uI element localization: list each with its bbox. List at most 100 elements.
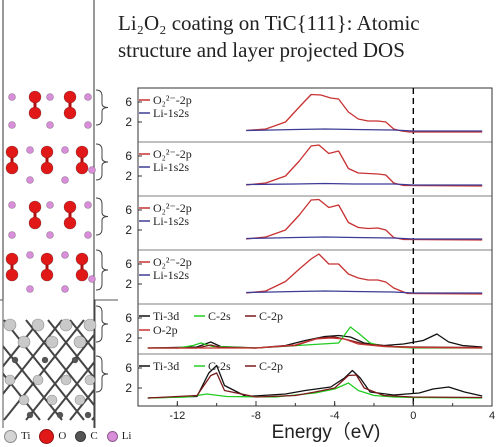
dos-curve-o2-2-2p xyxy=(246,144,483,187)
titanium-atom xyxy=(73,335,87,349)
lithium-atom xyxy=(46,201,54,209)
oxygen-atom xyxy=(75,268,89,282)
title-line-1: Li₂O₂ coating on TiC{111}: Atomic xyxy=(118,11,420,35)
dos-curve-li-1s2s xyxy=(246,128,483,132)
carbon-atom xyxy=(56,411,64,419)
lithium-atom xyxy=(26,285,34,293)
layer-brace xyxy=(95,197,109,236)
layer-brace xyxy=(95,143,109,181)
series-label: C-2s xyxy=(208,359,231,373)
oxygen-atom xyxy=(5,161,19,175)
carbon-atom xyxy=(41,356,49,364)
lithium-atom xyxy=(8,231,16,239)
y-tick-label: 6 xyxy=(125,311,132,325)
titanium-atom xyxy=(59,318,73,332)
y-tick-label: 6 xyxy=(125,95,132,109)
title-line-2: structure and layer projected DOS xyxy=(118,38,405,62)
dos-curve-o2-2-2p xyxy=(246,93,483,133)
lithium-atom xyxy=(8,201,16,209)
ti-atom-icon xyxy=(4,429,17,443)
legend-label: O xyxy=(58,430,67,442)
lithium-atom xyxy=(8,93,16,101)
x-axis-label: Energy（eV) xyxy=(271,422,381,443)
lithium-atom xyxy=(46,231,54,239)
lithium-atom xyxy=(26,146,34,154)
legend-item-li: Li xyxy=(106,430,132,442)
o-atom-icon xyxy=(39,428,55,444)
dos-curve-ti-3d xyxy=(147,364,483,399)
series-label: Li-1s2s xyxy=(153,160,189,174)
lithium-atom xyxy=(26,251,34,259)
atomic-structure xyxy=(0,0,118,428)
series-label: Li-1s2s xyxy=(153,268,189,282)
titanium-atom xyxy=(46,394,58,406)
series-label: O₂²⁻-2p xyxy=(153,147,192,161)
y-tick-label: 2 xyxy=(125,223,132,237)
series-label: C-2s xyxy=(208,309,231,323)
titanium-atom xyxy=(84,374,96,386)
lithium-atom xyxy=(84,201,92,209)
carbon-atom xyxy=(11,356,19,364)
oxygen-atom xyxy=(75,252,89,266)
layer-brace xyxy=(95,305,109,343)
y-tick-label: 6 xyxy=(125,257,132,271)
titanium-atom xyxy=(4,374,16,386)
y-tick-label: 2 xyxy=(125,381,132,395)
dos-curve-li-1s2s xyxy=(246,236,483,240)
oxygen-atom xyxy=(28,200,42,214)
legend-label: C xyxy=(90,430,98,442)
x-tick-label: -8 xyxy=(251,410,261,422)
titanium-atom xyxy=(17,335,31,349)
lithium-atom xyxy=(84,121,92,129)
oxygen-atom xyxy=(40,145,54,159)
legend-item-c: C xyxy=(75,430,98,442)
oxygen-atom xyxy=(75,145,89,159)
dos-curve-c-2s xyxy=(147,382,483,399)
dos-curve-o2-2-2p xyxy=(246,198,483,241)
titanium-atom xyxy=(45,335,59,349)
oxygen-atom xyxy=(63,200,77,214)
legend-item-o: O xyxy=(39,428,67,444)
lithium-atom xyxy=(88,275,96,283)
legend-label: Li xyxy=(121,430,132,442)
y-tick-label: 2 xyxy=(125,115,132,129)
layer-brace xyxy=(95,355,109,393)
figure-title: Li₂O₂ coating on TiC{111}: Atomic struct… xyxy=(118,10,496,64)
lithium-atom xyxy=(46,121,54,129)
lithium-atom xyxy=(61,176,69,184)
oxygen-atom xyxy=(63,216,77,230)
c-atom-icon xyxy=(75,430,87,442)
lithium-atom xyxy=(84,93,92,101)
dos-curve-li-1s2s xyxy=(246,182,483,186)
titanium-atom xyxy=(31,318,45,332)
series-label: C-2p xyxy=(259,359,283,373)
oxygen-atom xyxy=(63,90,77,104)
y-tick-label: 6 xyxy=(125,203,132,217)
lithium-atom xyxy=(88,166,96,174)
series-label: Ti-3d xyxy=(153,309,179,323)
lithium-atom xyxy=(26,176,34,184)
titanium-atom xyxy=(60,374,72,386)
oxygen-atom xyxy=(40,161,54,175)
lithium-atom xyxy=(61,285,69,293)
y-tick-label: 6 xyxy=(125,361,132,375)
titanium-atom xyxy=(18,394,30,406)
legend-label: Ti xyxy=(21,430,31,442)
titanium-atom xyxy=(3,318,17,332)
legend-item-ti: Ti xyxy=(4,429,31,443)
dos-curve-ti-3d xyxy=(147,333,483,349)
lithium-atom xyxy=(8,121,16,129)
dos-curve-o-2p xyxy=(147,337,483,349)
dos-curve-li-1s2s xyxy=(246,290,483,294)
dos-curve-o2-2-2p xyxy=(246,253,483,295)
x-tick-label: -4 xyxy=(330,410,340,422)
y-tick-label: 2 xyxy=(125,277,132,291)
series-label: C-2p xyxy=(259,309,283,323)
x-tick-label: 4 xyxy=(489,410,495,422)
lithium-atom xyxy=(61,146,69,154)
x-tick-label: 0 xyxy=(410,410,416,422)
series-label: O₂²⁻-2p xyxy=(153,255,192,269)
oxygen-atom xyxy=(5,252,19,266)
oxygen-atom xyxy=(75,161,89,175)
